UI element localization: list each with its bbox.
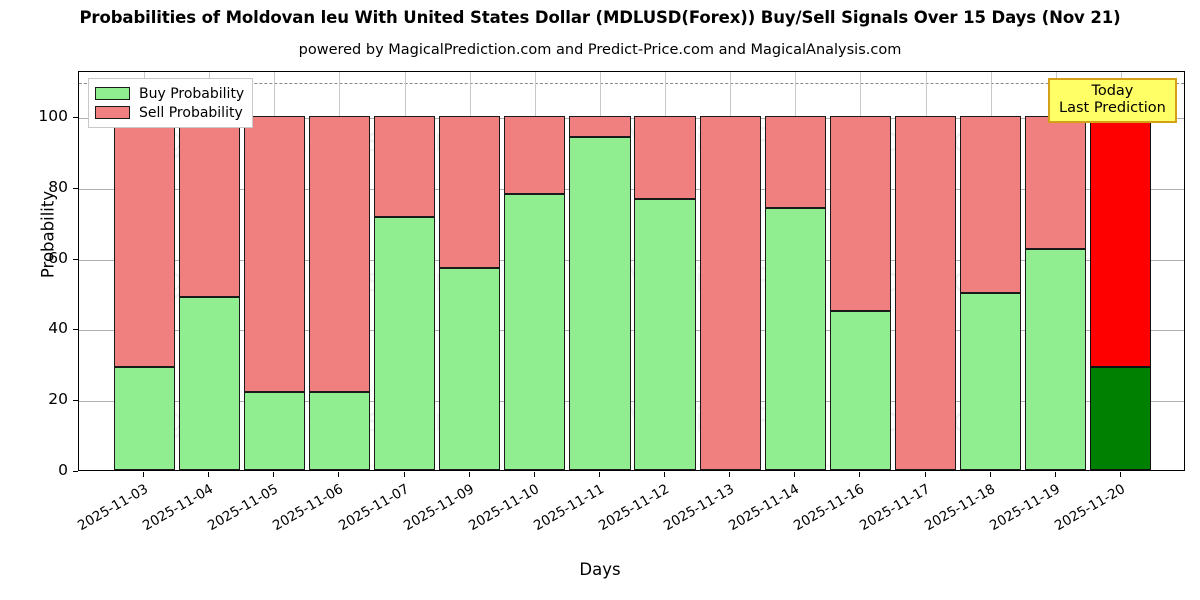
bar-segment-buy[interactable] [308,392,371,470]
bar-segment-sell[interactable] [373,116,436,217]
bar-group[interactable] [569,72,631,470]
bar-group[interactable] [764,72,826,470]
legend-item-buy: Buy Probability [95,84,244,103]
bar-group[interactable] [894,72,957,470]
bar-segment-buy[interactable] [569,137,631,470]
bar-group[interactable] [1090,72,1152,470]
today-annotation: Today Last Prediction [1048,78,1177,124]
bar-segment-buy[interactable] [764,208,826,470]
bar-group[interactable] [308,72,371,470]
legend-label-buy: Buy Probability [139,85,245,102]
x-tick-mark [1119,472,1121,477]
bar-group[interactable] [439,72,501,470]
gridline-y [79,330,1184,332]
x-tick-mark [924,472,926,477]
bar-group[interactable] [373,72,436,470]
bar-segment-buy[interactable] [439,268,501,470]
bar-segment-sell[interactable] [308,116,371,393]
gridline-y [79,118,1184,120]
y-tick-mark [73,258,78,260]
legend-swatch-buy [95,87,130,100]
x-axis-label: Days [579,560,621,579]
bar-segment-buy[interactable] [373,216,436,470]
x-tick-mark [273,472,275,477]
bar-segment-buy[interactable] [243,392,305,470]
x-tick-mark [403,472,405,477]
y-tick-label: 60 [48,248,68,267]
bar-segment-buy[interactable] [634,199,696,470]
y-tick-label: 80 [48,177,68,196]
today-annotation-line1: Today [1091,83,1134,99]
y-tick-mark [73,471,78,472]
x-tick-mark [338,472,340,477]
gridline-y [79,259,1184,261]
x-tick-mark [468,472,470,477]
y-tick-mark [73,329,78,331]
plot-area: MagicalAnalysis.comMagicalPrediction.com… [78,71,1185,471]
bar-group[interactable] [699,72,761,470]
bar-segment-sell[interactable] [569,116,631,138]
x-tick-mark [664,472,666,477]
bar-segment-buy[interactable] [504,193,566,470]
bar-group[interactable] [504,72,566,470]
x-tick-mark [794,472,796,477]
bar-segment-sell[interactable] [764,116,826,209]
bar-segment-sell[interactable] [1025,116,1087,249]
reference-dashed-line [79,82,1184,84]
bar-group[interactable] [243,72,305,470]
x-tick-mark [598,472,600,477]
bar-group[interactable] [1025,72,1087,470]
today-annotation-line2: Last Prediction [1059,100,1166,117]
gridline-y [79,401,1184,403]
chart-legend: Buy Probability Sell Probability [88,78,254,128]
x-tick-mark [989,472,991,477]
chart-subtitle: powered by MagicalPrediction.com and Pre… [298,42,902,58]
bar-segment-buy[interactable] [960,293,1022,470]
bar-segment-buy[interactable] [178,296,240,470]
x-tick-mark [533,472,535,477]
x-tick-mark [729,472,731,477]
bar-segment-sell[interactable] [829,116,891,311]
bar-group[interactable] [113,72,175,470]
bar-segment-buy[interactable] [829,310,891,470]
y-tick-mark [73,187,78,189]
bar-segment-sell[interactable] [113,116,175,368]
bar-segment-sell[interactable] [243,116,305,393]
x-tick-mark [1054,472,1056,477]
x-tick-mark [143,472,145,477]
bar-segment-sell[interactable] [894,116,957,470]
bar-group[interactable] [960,72,1022,470]
x-tick-mark [208,472,210,477]
bar-segment-buy[interactable] [1090,367,1152,470]
bar-segment-buy[interactable] [1025,248,1087,470]
bar-segment-sell[interactable] [634,116,696,200]
legend-item-sell: Sell Probability [95,103,244,122]
legend-swatch-sell [95,106,130,119]
y-tick-label: 0 [58,461,68,479]
page-title: Probabilities of Moldovan leu With Unite… [79,8,1121,27]
bar-segment-sell[interactable] [439,116,501,269]
y-tick-label: 40 [48,319,68,338]
bar-group[interactable] [178,72,240,470]
bar-segment-sell[interactable] [178,116,240,297]
x-tick-mark [859,472,861,477]
y-tick-label: 100 [38,107,68,126]
bar-segment-buy[interactable] [113,367,175,470]
bar-segment-sell[interactable] [960,116,1022,294]
y-tick-mark [73,400,78,402]
bar-segment-sell[interactable] [1090,116,1152,368]
y-tick-mark [73,117,78,119]
bar-segment-sell[interactable] [504,116,566,194]
bar-group[interactable] [829,72,891,470]
legend-label-sell: Sell Probability [139,104,243,121]
bar-segment-sell[interactable] [699,116,761,470]
y-tick-label: 20 [48,390,68,409]
bar-group[interactable] [634,72,696,470]
gridline-y [79,188,1184,190]
